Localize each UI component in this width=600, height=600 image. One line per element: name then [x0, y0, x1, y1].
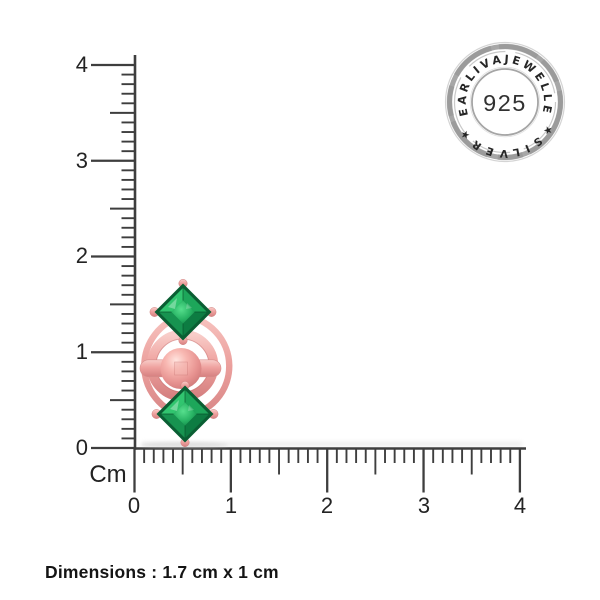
- top-gem: [149, 278, 217, 346]
- seal-center-ring-outer: [469, 66, 541, 138]
- dimensions-caption: Dimensions : 1.7 cm x 1 cm: [45, 562, 279, 582]
- hruler-label-3: 3: [417, 493, 431, 518]
- vruler-label-0: 0: [75, 435, 88, 460]
- seal-ring-texture: [446, 43, 564, 161]
- seal-inner-edge: [453, 50, 557, 154]
- ground-shadow: [142, 442, 522, 446]
- hruler-label-0: 0: [127, 493, 141, 518]
- seal-silver-text: ★SILVER★: [455, 123, 556, 160]
- hruler-label-4: 4: [513, 493, 527, 518]
- hruler-label-1: 1: [224, 493, 238, 518]
- earring-image: [139, 278, 233, 448]
- vruler-label-3: 3: [75, 148, 88, 173]
- seal-outer-edge: [444, 41, 566, 163]
- ruler-unit-label: Cm: [89, 461, 127, 488]
- vruler-label-4: 4: [75, 52, 88, 77]
- silver-925-seal: PEARLIVAJEWELLER ★SILVER★ 925: [439, 36, 566, 163]
- vruler-label-2: 2: [75, 243, 88, 268]
- bead-reflection: [174, 361, 188, 376]
- vruler-label-1: 1: [75, 339, 88, 364]
- hruler-label-2: 2: [320, 493, 334, 518]
- seal-center-ring: [471, 68, 539, 136]
- seal-925-text: 925: [483, 90, 527, 116]
